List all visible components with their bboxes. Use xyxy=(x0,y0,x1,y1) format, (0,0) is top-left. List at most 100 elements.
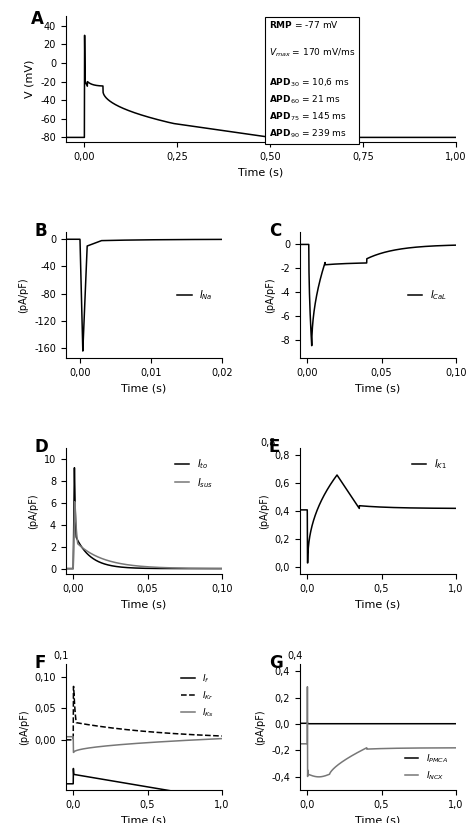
$I_f$ xyxy=(90,773,96,783)
Legend: $I_{CaL}$: $I_{CaL}$ xyxy=(404,285,451,306)
$I_{Ks}$ xyxy=(63,732,69,742)
Line: $I_{NCX}$: $I_{NCX}$ xyxy=(300,686,456,777)
$I_f$ xyxy=(199,791,205,801)
Text: 0,1: 0,1 xyxy=(53,651,69,661)
$I_{sus}$ xyxy=(219,564,225,574)
$I_{Kr}$ xyxy=(216,731,222,741)
Legend: $I_f$, $I_{Kr}$, $I_{Ks}$: $I_f$, $I_{Kr}$, $I_{Ks}$ xyxy=(177,669,217,723)
$I_{PMCA}$ xyxy=(364,718,369,728)
$I_{PMCA}$ xyxy=(324,718,330,728)
Y-axis label: (pA/pF): (pA/pF) xyxy=(19,709,29,745)
$I_{sus}$ xyxy=(63,564,69,574)
$I_{sus}$ xyxy=(71,539,77,549)
$I_{sus}$ xyxy=(186,563,192,573)
$I_{to}$ xyxy=(139,563,145,573)
$I_{Kr}$ xyxy=(81,719,86,729)
X-axis label: Time (s): Time (s) xyxy=(355,384,400,393)
$I_{NCX}$ xyxy=(357,746,363,756)
$I_{NCX}$ xyxy=(433,743,439,753)
$I_{Ks}$ xyxy=(216,734,222,744)
$I_{Ks}$ xyxy=(219,733,225,743)
$I_{Ks}$ xyxy=(81,744,86,754)
$I_f$ xyxy=(130,779,135,789)
$I_{NCX}$ xyxy=(450,743,456,753)
Text: A: A xyxy=(31,10,44,28)
$I_{sus}$ xyxy=(214,564,220,574)
$I_f$ xyxy=(216,794,222,804)
Y-axis label: (pA/pF): (pA/pF) xyxy=(259,494,269,529)
$I_{Kr}$ xyxy=(63,735,69,745)
Y-axis label: (pA/pF): (pA/pF) xyxy=(256,709,266,745)
Line: $I_{Kr}$: $I_{Kr}$ xyxy=(66,686,222,740)
Line: $I_f$: $I_f$ xyxy=(66,769,222,799)
Y-axis label: (pA/pF): (pA/pF) xyxy=(265,277,275,313)
$I_{PMCA}$ xyxy=(305,718,311,728)
$I_{to}$ xyxy=(63,564,69,574)
$I_{to}$ xyxy=(219,564,225,574)
$I_{Kr}$ xyxy=(90,720,96,730)
Text: B: B xyxy=(35,222,47,240)
$I_{Ks}$ xyxy=(123,739,128,749)
$I_{Ks}$ xyxy=(199,735,205,745)
Text: C: C xyxy=(269,222,281,240)
$I_{PMCA}$ xyxy=(297,718,303,728)
$I_{NCX}$ xyxy=(364,743,369,753)
$I_{Ks}$ xyxy=(70,747,76,757)
X-axis label: Time (s): Time (s) xyxy=(121,599,166,609)
Legend: $I_{K1}$: $I_{K1}$ xyxy=(408,453,451,475)
$I_{Kr}$ xyxy=(199,730,205,740)
X-axis label: Time (s): Time (s) xyxy=(121,816,166,823)
$I_f$ xyxy=(63,779,69,788)
$I_f$ xyxy=(219,794,225,804)
X-axis label: Time (s): Time (s) xyxy=(355,599,400,609)
$I_{PMCA}$ xyxy=(357,718,363,728)
X-axis label: Time (s): Time (s) xyxy=(238,167,283,177)
Legend: $I_{to}$, $I_{sus}$: $I_{to}$, $I_{sus}$ xyxy=(171,453,217,494)
$I_{to}$ xyxy=(71,518,77,528)
$I_f$ xyxy=(81,771,86,781)
$I_{PMCA}$ xyxy=(453,718,459,728)
Text: G: G xyxy=(269,654,282,672)
$I_{to}$ xyxy=(135,563,141,573)
$I_{Kr}$ xyxy=(123,724,128,734)
Legend: $I_{Na}$: $I_{Na}$ xyxy=(173,285,217,306)
$I_{sus}$ xyxy=(215,564,220,574)
$I_{NCX}$ xyxy=(324,770,330,780)
Y-axis label: (pA/pF): (pA/pF) xyxy=(28,494,38,529)
$I_{Kr}$ xyxy=(219,731,225,741)
$I_{PMCA}$ xyxy=(433,718,439,728)
$I_{sus}$ xyxy=(72,497,78,507)
$I_{sus}$ xyxy=(139,561,145,571)
$I_{PMCA}$ xyxy=(315,718,321,728)
$I_{sus}$ xyxy=(135,561,141,571)
$I_{PMCA}$ xyxy=(305,718,310,728)
$I_{Ks}$ xyxy=(130,739,135,749)
$I_f$ xyxy=(70,764,76,774)
$I_{Ks}$ xyxy=(90,742,96,752)
Line: $I_{to}$: $I_{to}$ xyxy=(66,467,222,569)
$I_{NCX}$ xyxy=(305,681,310,691)
Y-axis label: (pA/pF): (pA/pF) xyxy=(18,277,29,313)
$I_{PMCA}$ xyxy=(450,718,456,728)
$I_f$ xyxy=(123,779,128,788)
$I_{Kr}$ xyxy=(130,725,135,735)
$I_{to}$ xyxy=(186,564,192,574)
Y-axis label: V (mV): V (mV) xyxy=(24,60,35,99)
Text: E: E xyxy=(269,439,280,457)
$I_{to}$ xyxy=(214,564,220,574)
Text: $\mathbf{RMP}$ = -77 mV

$V_{max}$ = 170 mV/ms

$\mathbf{APD}_{30}$ = 10,6 ms
$\: $\mathbf{RMP}$ = -77 mV $V_{max}$ = 170 … xyxy=(269,19,355,140)
Text: D: D xyxy=(35,439,48,457)
X-axis label: Time (s): Time (s) xyxy=(121,384,166,393)
$I_{NCX}$ xyxy=(316,772,321,782)
$I_{to}$ xyxy=(215,564,220,574)
Text: F: F xyxy=(35,654,46,672)
Line: $I_{Ks}$: $I_{Ks}$ xyxy=(66,737,222,752)
Text: 0,8: 0,8 xyxy=(261,439,276,449)
$I_{NCX}$ xyxy=(453,743,459,753)
$I_{NCX}$ xyxy=(297,739,303,749)
$I_{NCX}$ xyxy=(315,772,321,782)
Text: 0,4: 0,4 xyxy=(287,651,303,661)
Line: $I_{sus}$: $I_{sus}$ xyxy=(66,502,222,569)
Legend: $I_{PMCA}$, $I_{NCX}$: $I_{PMCA}$, $I_{NCX}$ xyxy=(401,749,451,786)
$I_{to}$ xyxy=(71,463,77,472)
